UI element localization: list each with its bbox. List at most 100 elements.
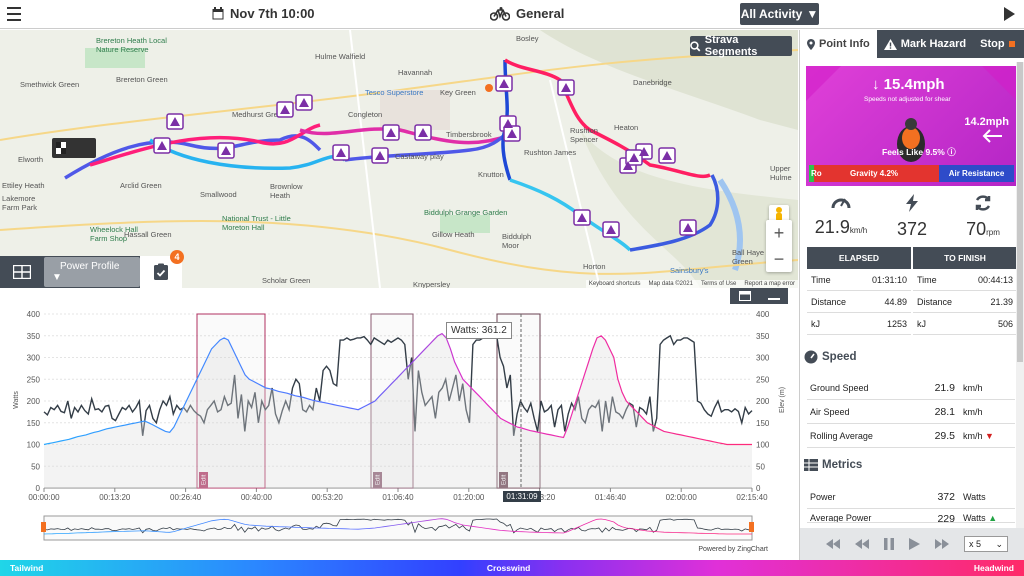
map-place-label: Knypersley: [413, 280, 451, 288]
date-text: Nov 7th 10:00: [230, 6, 315, 21]
x-tick-label: 00:40:00: [241, 493, 273, 502]
zoom-out-button[interactable]: −: [773, 248, 785, 269]
route-map[interactable]: Brereton Heath Local Nature Reserve Brer…: [0, 30, 798, 288]
fast-forward-icon[interactable]: [935, 539, 949, 549]
row-value: 229: [937, 513, 955, 523]
map-place-label: Timbersbrook: [446, 130, 492, 139]
playback-speed-select[interactable]: x 5 ⌄: [964, 536, 1008, 552]
map-place-label: Gillow Heath: [432, 230, 475, 239]
tab-mark-hazard[interactable]: Mark Hazard: [877, 30, 973, 58]
overview-elevation-line: [43, 518, 752, 535]
tab-stop[interactable]: Stop: [973, 30, 1021, 58]
pause-icon[interactable]: [884, 538, 894, 550]
map-data-text: Map data ©2021: [648, 281, 693, 287]
bicycle-icon: [490, 6, 510, 21]
row-unit: Watts ▲: [959, 513, 1015, 522]
table-icon: [804, 459, 818, 471]
play-icon[interactable]: [1004, 7, 1015, 21]
activity-filter-label: All Activity: [740, 7, 803, 21]
cursor-time-label: 01:31:09: [506, 492, 538, 501]
map-place-label: Hulme Walfield: [315, 52, 366, 61]
headwind-label: Headwind: [973, 563, 1014, 573]
map-place-label: Lakemore Farm Park: [2, 194, 38, 212]
y-tick-label-right: 0: [756, 484, 761, 493]
table-row: Power 372 Watts: [807, 485, 1015, 509]
scrollbar-thumb[interactable]: [1017, 62, 1023, 362]
lightning-icon: [906, 194, 918, 212]
play-icon[interactable]: [909, 538, 920, 550]
info-icon[interactable]: ⓘ: [947, 147, 956, 157]
terms-link[interactable]: Terms of Use: [700, 281, 737, 287]
report-error-link[interactable]: Report a map error: [744, 281, 795, 287]
power-stat: 372: [879, 194, 945, 240]
tab-stop-label: Stop: [980, 38, 1005, 50]
tab-mark-hazard-label: Mark Hazard: [900, 38, 967, 50]
cadence-stat-value: 70: [966, 219, 987, 239]
wind-legend-bar: Tailwind Crosswind Headwind: [0, 560, 1024, 576]
cell-value: 01:31:10: [871, 274, 907, 285]
minimize-chart-button[interactable]: [759, 288, 788, 304]
y-tick-label-left: 100: [27, 441, 41, 450]
warning-icon: [883, 38, 897, 50]
speed-table: Ground Speed 21.9 km/h Air Speed 28.1 km/h R…: [807, 376, 1015, 448]
cell-label: Time: [811, 274, 831, 285]
row-unit: km/h: [963, 382, 983, 393]
power-profile-text: Power Profile: [52, 257, 128, 276]
map-place-label: Havannah: [398, 68, 433, 77]
power-profile-dropdown[interactable]: Power Profile ▼: [44, 256, 140, 288]
x-tick-label: 00:00:00: [28, 493, 60, 502]
metrics-title-text: Metrics: [822, 459, 863, 471]
overview-handle-right: [749, 522, 754, 532]
sidebar-tabs: Point Info Mark Hazard Stop: [800, 30, 1024, 58]
x-tick-label: 00:26:40: [170, 493, 202, 502]
map-place-label: National Trust - Little Moreton Hall: [222, 214, 291, 232]
to-finish-header: TO FINISH: [913, 247, 1017, 269]
segment-edit-tab: [199, 472, 208, 488]
expand-chart-button[interactable]: [730, 288, 759, 304]
effective-speed-value: 15.4mph: [883, 76, 945, 93]
x-tick-label: 00:53:20: [312, 493, 344, 502]
sidebar-scrollbar[interactable]: [1016, 62, 1024, 558]
chart-buttons: [730, 288, 788, 304]
map-place-label: Heaton: [614, 123, 639, 132]
tab-point-info[interactable]: Point Info: [800, 30, 877, 58]
power-chart-panel[interactable]: 400 400 350 350 300 300 250 250 200 200 150 150 100 1…: [0, 288, 798, 560]
unit-text: km/h: [963, 430, 983, 441]
power-profile-label: Power Profile ▼: [44, 257, 140, 287]
map-place-label: Biddulph Grange Garden: [424, 208, 508, 217]
info-sidebar: Point Info Mark Hazard Stop ↓ 15.4mph Sp…: [799, 30, 1024, 560]
zoom-in-button[interactable]: +: [773, 222, 785, 243]
cell-value: 21.39: [990, 296, 1013, 307]
map-place-label: Ball Haye Green: [732, 248, 765, 266]
effective-speed: ↓ 15.4mph: [872, 76, 945, 93]
rewind-icon[interactable]: [855, 539, 869, 549]
activity-filter-dropdown[interactable]: All Activity ▼: [740, 3, 819, 25]
segment-edit-label: Edit: [202, 474, 208, 485]
layout-grid-button[interactable]: [0, 256, 44, 288]
x-tick-label: 02:00:00: [666, 493, 698, 502]
y-tick-label-left: 400: [27, 310, 41, 319]
hamburger-menu-icon[interactable]: [7, 7, 21, 21]
keyboard-shortcuts-link[interactable]: Keyboard shortcuts: [588, 281, 641, 287]
speedometer-small-icon: [804, 350, 818, 364]
map-place-label: Brownlow Heath: [270, 182, 303, 200]
map-place-label: Horton: [583, 262, 606, 271]
row-value: 372: [937, 490, 955, 503]
cell-label: kJ: [917, 318, 926, 329]
row-value: 28.1: [934, 405, 955, 418]
strava-segments-button[interactable]: Strava Segments: [690, 34, 792, 58]
elapsed-finish-table: ELAPSED TO FINISH Time 01:31:10 Time 00:44:1…: [807, 247, 1017, 335]
map-place-label: Medhurst Green: [232, 110, 287, 119]
row-label: Ground Speed: [810, 382, 869, 393]
map-place-label: Upper Hulme: [770, 164, 792, 182]
map-place-label: Congleton: [348, 110, 383, 119]
tasks-button[interactable]: 4: [140, 250, 184, 288]
wind-hero-panel: ↓ 15.4mph Speeds not adjusted for shear …: [806, 66, 1017, 186]
table-row: Ground Speed 21.9 km/h: [807, 376, 1015, 400]
row-value: 29.5: [934, 429, 955, 442]
skip-back-icon[interactable]: [826, 539, 840, 549]
overview-watts-line: [43, 518, 753, 534]
y-tick-label-right: 100: [756, 441, 770, 450]
y-tick-label-right: 300: [756, 354, 770, 363]
y-tick-label-right: 150: [756, 419, 770, 428]
